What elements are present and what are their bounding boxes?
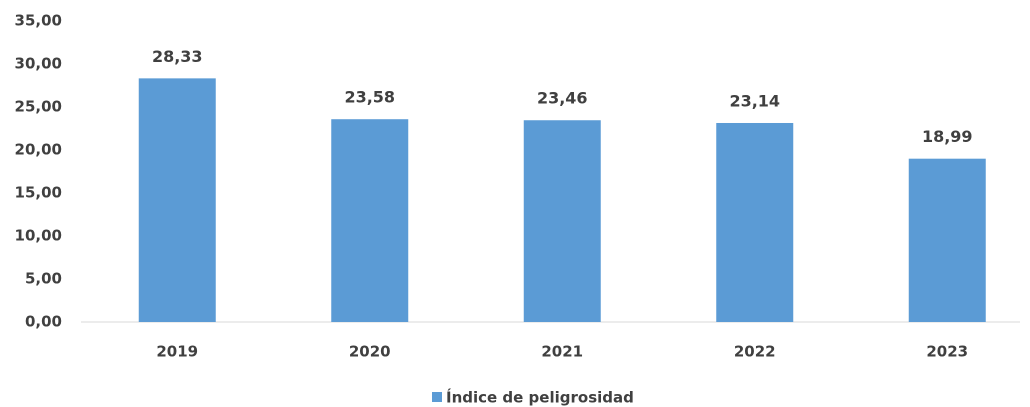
- bar: [523, 120, 601, 322]
- y-tick-label: 30,00: [15, 55, 62, 73]
- x-tick-label: 2022: [734, 343, 776, 361]
- y-tick-label: 10,00: [15, 227, 62, 245]
- y-tick-label: 20,00: [15, 141, 62, 159]
- y-tick-label: 25,00: [15, 98, 62, 116]
- bar: [331, 119, 409, 322]
- x-tick-label: 2019: [156, 343, 198, 361]
- bar: [138, 78, 216, 322]
- y-tick-label: 35,00: [15, 12, 62, 30]
- legend-swatch: [432, 392, 442, 402]
- x-tick-label: 2020: [349, 343, 391, 361]
- x-tick-label: 2023: [926, 343, 968, 361]
- data-label: 23,58: [344, 88, 395, 107]
- x-tick-label: 2021: [541, 343, 583, 361]
- y-tick-label: 5,00: [25, 270, 62, 288]
- bar: [716, 122, 794, 322]
- data-label: 28,33: [152, 47, 203, 66]
- legend-label: Índice de peligrosidad: [446, 388, 634, 407]
- y-tick-label: 15,00: [15, 184, 62, 202]
- data-label: 23,14: [729, 91, 780, 110]
- data-label: 18,99: [922, 127, 973, 146]
- data-label: 23,46: [537, 89, 588, 108]
- bar: [908, 158, 986, 322]
- y-tick-label: 0,00: [25, 313, 62, 331]
